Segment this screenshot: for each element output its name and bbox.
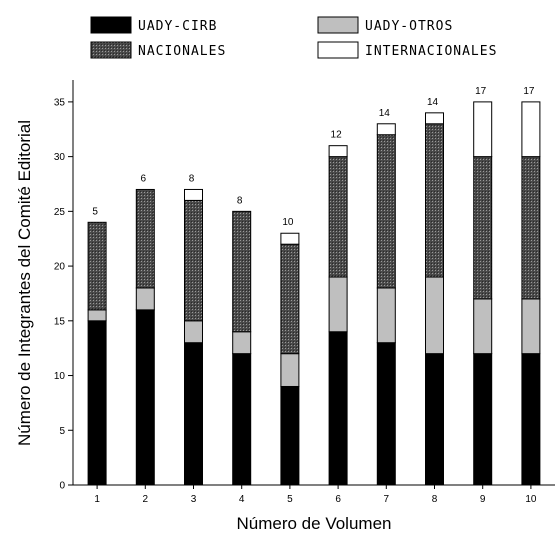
bar-segment-internacionales-vol-8 (425, 112, 444, 125)
y-tick-label: 30 (54, 152, 66, 163)
legend-label-nacionales: NACIONALES (138, 44, 226, 59)
bar-segment-uady-otros-vol-9 (473, 298, 493, 355)
bar-segment-nacionales-vol-2 (135, 188, 155, 289)
bar-segment-nacionales-vol-1 (87, 221, 107, 311)
bars (87, 101, 541, 486)
x-tick-label: 2 (143, 494, 149, 505)
bar-segment-internacionales-vol-7 (376, 123, 396, 136)
bar-segment-internacionales-vol-3 (184, 188, 203, 201)
x-tick-label: 3 (191, 494, 197, 505)
y-tick-label: 25 (54, 207, 66, 218)
legend-label-uady-otros: UADY-OTROS (365, 19, 453, 34)
data-label-vol-8: 14 (427, 97, 439, 108)
x-axis-title: Número de Volumen (237, 514, 392, 533)
data-label-vol-7: 14 (379, 108, 391, 119)
bar-segment-uady-otros-vol-3 (184, 320, 203, 344)
bar-segment-internacionales-vol-5 (280, 232, 300, 245)
bar-segment-uady-otros-vol-2 (135, 287, 155, 311)
y-tick-label: 0 (59, 481, 65, 492)
bar-segment-uady-otros-vol-7 (376, 287, 396, 344)
legend-item-uady-cirb: UADY-CIRB (90, 16, 217, 34)
legend-label-internacionales: INTERNACIONALES (365, 44, 497, 59)
data-label-vol-9: 17 (475, 86, 487, 97)
bar-segment-uady-cirb-vol-3 (184, 342, 203, 486)
x-axis-ticks: 1 2 3 4 5 6 7 8 9 10 (94, 485, 537, 505)
bar-segment-uady-cirb-vol-7 (376, 342, 396, 486)
x-tick-label: 4 (239, 494, 245, 505)
bar-segment-uady-cirb-vol-8 (425, 353, 444, 486)
data-labels: 5 6 8 8 10 12 14 14 17 17 (92, 86, 535, 228)
data-label-vol-10: 17 (523, 86, 535, 97)
bar-segment-uady-cirb-vol-10 (521, 353, 541, 486)
bar-segment-nacionales-vol-10 (521, 156, 541, 300)
legend-swatch-nacionales (90, 41, 132, 59)
bar-segment-uady-otros-vol-6 (328, 276, 348, 333)
data-label-vol-6: 12 (331, 130, 343, 141)
legend-swatch-uady-otros (317, 16, 359, 34)
legend-swatch-uady-cirb (90, 16, 132, 34)
bar-segment-uady-cirb-vol-1 (87, 320, 107, 486)
x-tick-label: 9 (480, 494, 486, 505)
data-label-vol-3: 8 (189, 173, 195, 184)
bar-segment-nacionales-vol-9 (473, 156, 493, 300)
data-label-vol-2: 6 (141, 173, 147, 184)
x-tick-label: 6 (335, 494, 341, 505)
bar-segment-nacionales-vol-8 (425, 123, 444, 278)
bar-segment-internacionales-vol-6 (328, 145, 348, 158)
bar-segment-nacionales-vol-4 (232, 210, 252, 333)
y-tick-label: 35 (54, 97, 66, 108)
data-label-vol-4: 8 (237, 195, 243, 206)
bar-segment-uady-otros-vol-4 (232, 331, 252, 355)
bar-segment-nacionales-vol-5 (280, 243, 300, 355)
data-label-vol-1: 5 (92, 206, 98, 217)
x-tick-label: 7 (384, 494, 390, 505)
legend: UADY-CIRB NACIONALES UADY-OTROS INTERNAC… (90, 16, 497, 59)
x-tick-label: 10 (525, 494, 537, 505)
data-label-vol-5: 10 (282, 217, 294, 228)
x-tick-label: 5 (287, 494, 293, 505)
legend-swatch-internacionales (317, 41, 359, 59)
bar-segment-uady-otros-vol-1 (87, 309, 107, 322)
x-tick-label: 1 (94, 494, 100, 505)
bar-segment-internacionales-vol-9 (473, 101, 493, 158)
y-tick-label: 20 (54, 262, 66, 273)
bar-segment-uady-cirb-vol-6 (328, 331, 348, 486)
bar-segment-nacionales-vol-3 (184, 199, 203, 322)
bar-segment-uady-cirb-vol-5 (280, 385, 300, 486)
bar-segment-nacionales-vol-7 (376, 134, 396, 289)
bar-segment-uady-otros-vol-5 (280, 353, 300, 387)
bar-segment-uady-otros-vol-10 (521, 298, 541, 355)
bar-segment-uady-cirb-vol-4 (232, 353, 252, 486)
bar-segment-uady-cirb-vol-2 (135, 309, 155, 486)
y-axis-title: Número de Integrantes del Comité Editori… (15, 120, 34, 446)
bar-segment-uady-cirb-vol-9 (473, 353, 493, 486)
y-tick-label: 15 (54, 316, 66, 327)
legend-item-nacionales: NACIONALES (90, 41, 226, 59)
y-tick-label: 5 (59, 426, 65, 437)
bar-segment-internacionales-vol-10 (521, 101, 541, 158)
legend-item-internacionales: INTERNACIONALES (317, 41, 497, 59)
bar-segment-nacionales-vol-6 (328, 156, 348, 278)
x-tick-label: 8 (432, 494, 438, 505)
bar-segment-uady-otros-vol-8 (425, 276, 444, 355)
legend-item-uady-otros: UADY-OTROS (317, 16, 453, 34)
y-tick-label: 10 (54, 371, 66, 382)
y-axis-ticks: 0 5 10 15 20 25 30 35 (54, 97, 73, 492)
legend-label-uady-cirb: UADY-CIRB (138, 19, 217, 34)
